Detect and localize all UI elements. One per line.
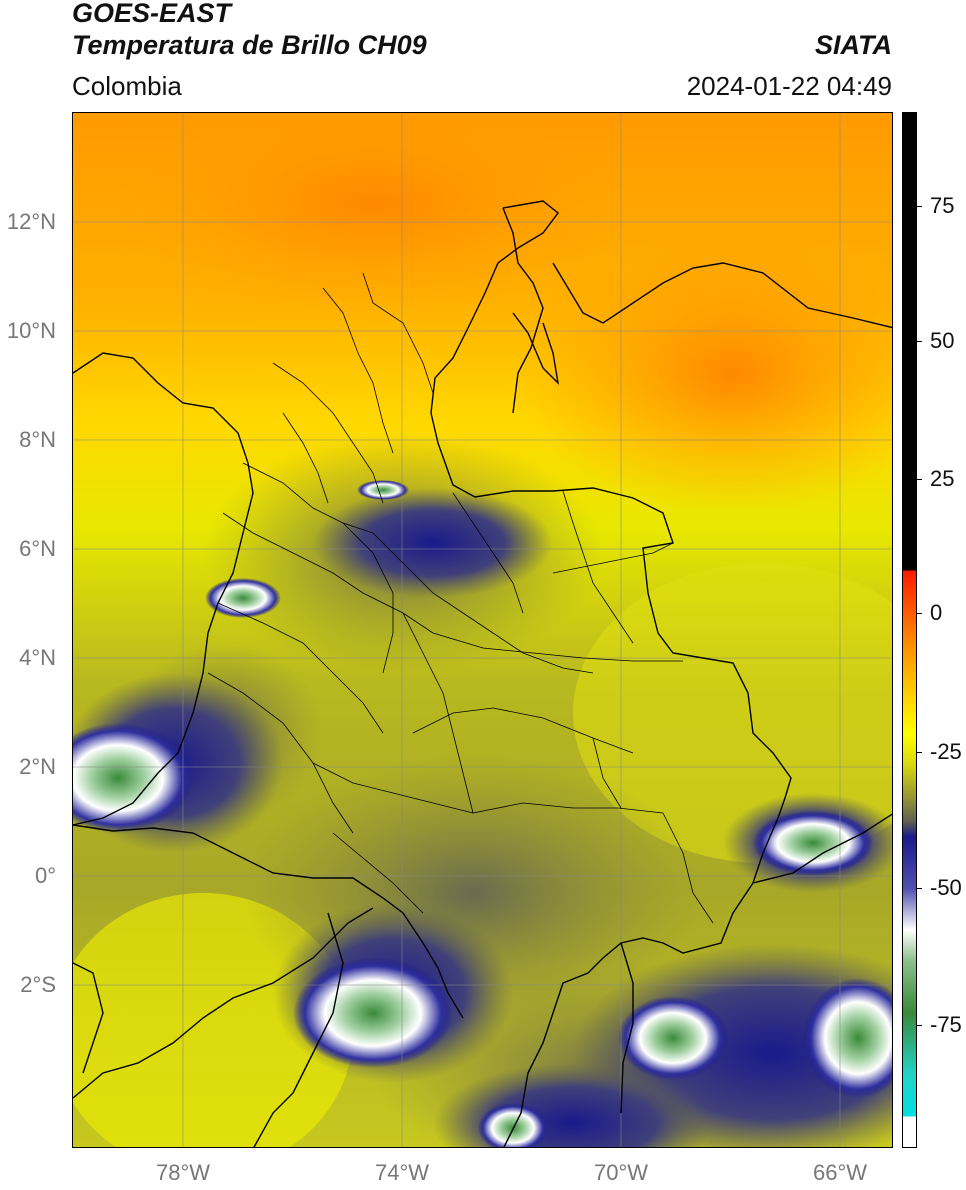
cold-top-southeast-2 <box>803 978 892 1098</box>
department-borders <box>207 272 714 924</box>
colorbar-label-0: 0 <box>930 600 943 625</box>
title-line-2: Temperatura de Brillo CH09 <box>72 30 427 60</box>
datetime-label: 2024-01-22 04:49 <box>686 71 892 101</box>
colorbar-tick-minus75 <box>917 1025 922 1026</box>
cold-top-pacific <box>73 723 193 833</box>
cold-top-amazon <box>478 1103 548 1147</box>
colorbar-tick-minus25 <box>917 752 922 753</box>
lat-label-6n: 6°N <box>19 536 56 561</box>
lat-label-2s: 2°S <box>20 972 56 997</box>
cold-top-north <box>357 480 409 500</box>
colorbar-tick-25 <box>917 479 922 480</box>
deep-cloud-northeast-andes <box>313 488 553 598</box>
colorbar-label-minus75: -75 <box>930 1012 962 1037</box>
warm-area-east <box>513 233 892 513</box>
satellite-map <box>73 113 892 1147</box>
country-borders <box>73 200 892 1147</box>
warm-area-north <box>113 113 633 313</box>
colorbar-tick-minus50 <box>917 888 922 889</box>
lon-label-66w: 66°W <box>812 1160 868 1185</box>
lat-label-8n: 8°N <box>19 427 56 452</box>
colorbar-label-minus50: -50 <box>930 875 962 900</box>
colorbar-tick-75 <box>917 206 922 207</box>
cold-top-south <box>293 958 453 1068</box>
colorbar-label-75: 75 <box>930 193 955 218</box>
lon-label-70w: 70°W <box>593 1160 649 1185</box>
cold-top-choco <box>205 578 281 618</box>
colorbar-gradient <box>903 113 916 1147</box>
colorbar <box>902 112 917 1148</box>
yellow-area-east <box>573 563 892 863</box>
cold-top-east <box>753 811 873 875</box>
lon-label-78w: 78°W <box>155 1160 211 1185</box>
lat-label-2n: 2°N <box>19 754 56 779</box>
lon-label-74w: 74°W <box>374 1160 430 1185</box>
lat-label-10n: 10°N <box>6 318 56 343</box>
colorbar-label-25: 25 <box>930 466 955 491</box>
region-label: Colombia <box>72 71 182 101</box>
colorbar-tick-0 <box>917 613 922 614</box>
lat-label-12n: 12°N <box>6 209 56 234</box>
cold-top-southeast-1 <box>618 996 728 1080</box>
colorbar-tick-50 <box>917 341 922 342</box>
title-line-1: GOES-EAST <box>72 0 232 28</box>
colorbar-label-minus25: -25 <box>930 739 962 764</box>
lat-label-4n: 4°N <box>19 645 56 670</box>
agency-label: SIATA <box>815 30 892 60</box>
lat-label-equator: 0° <box>34 863 56 888</box>
map-frame <box>72 112 893 1148</box>
graticule <box>73 113 892 1147</box>
colorbar-label-50: 50 <box>930 328 955 353</box>
